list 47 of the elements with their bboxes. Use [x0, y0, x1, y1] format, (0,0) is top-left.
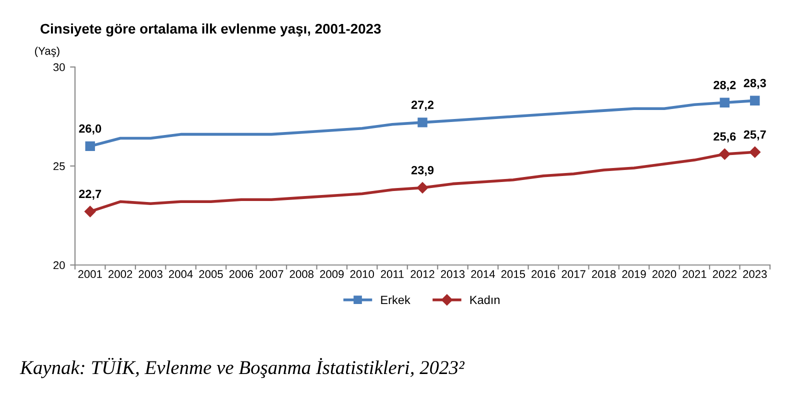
point	[84, 206, 96, 218]
point	[750, 96, 760, 106]
y-tick-label: 30	[53, 63, 65, 72]
chart-title: Cinsiyete göre ortalama ilk evlenme yaşı, 2001-2023	[40, 23, 381, 37]
x-tick-label: 2011	[380, 270, 404, 278]
x-tick-label: 2007	[260, 270, 284, 278]
x-tick-label: 2004	[168, 270, 193, 278]
y-axis-title: (Yaş)	[35, 46, 60, 58]
data-label: 28,2	[714, 80, 736, 91]
x-tick-label: 2003	[138, 270, 162, 278]
point	[85, 141, 95, 152]
data-label: 23,9	[411, 166, 434, 176]
x-tick-label: 2014	[471, 270, 495, 278]
x-tick-label: 2017	[562, 270, 586, 278]
x-tick-label: 2018	[592, 270, 616, 278]
point	[416, 182, 428, 194]
point	[418, 118, 428, 128]
data-label: 22,7	[79, 190, 102, 200]
y-tick-label: 25	[53, 162, 65, 170]
data-label: 28,3	[744, 78, 766, 89]
text: Kaynak: TÜİK, Evlenme ve Boşanma İstatistikleri, 2023²	[20, 358, 465, 378]
point	[720, 98, 730, 108]
x-tick-label: 2009	[320, 270, 344, 278]
x-tick-label: 2019	[622, 270, 646, 278]
legend-label: Kadın	[470, 295, 500, 304]
x-tick-label: 2010	[350, 270, 374, 278]
data-label: 26,0	[79, 124, 102, 134]
x-tick-label: 2012	[410, 270, 434, 278]
data-label: 25,7	[744, 130, 766, 140]
x-tick-label: 2001	[78, 270, 102, 278]
x-tick-label: 2015	[501, 270, 526, 278]
x-tick-label: 2020	[652, 270, 676, 278]
x-tick-label: 2016	[532, 270, 556, 278]
point	[719, 148, 730, 160]
legend-label: Erkek	[381, 295, 410, 304]
x-tick-label: 2022	[712, 270, 736, 278]
x-tick-label: 2006	[229, 270, 254, 278]
data-label: 25,6	[714, 132, 736, 142]
x-tick-label: 2021	[682, 270, 706, 278]
x-tick-label: 2023	[743, 270, 767, 278]
y-tick-label: 20	[53, 261, 65, 270]
x-tick-label: 2008	[290, 270, 314, 278]
point	[749, 146, 760, 158]
x-tick-label: 2005	[199, 270, 223, 278]
data-label: 27,2	[411, 100, 434, 111]
x-tick-label: 2002	[108, 270, 132, 278]
x-tick-label: 2013	[440, 270, 465, 278]
